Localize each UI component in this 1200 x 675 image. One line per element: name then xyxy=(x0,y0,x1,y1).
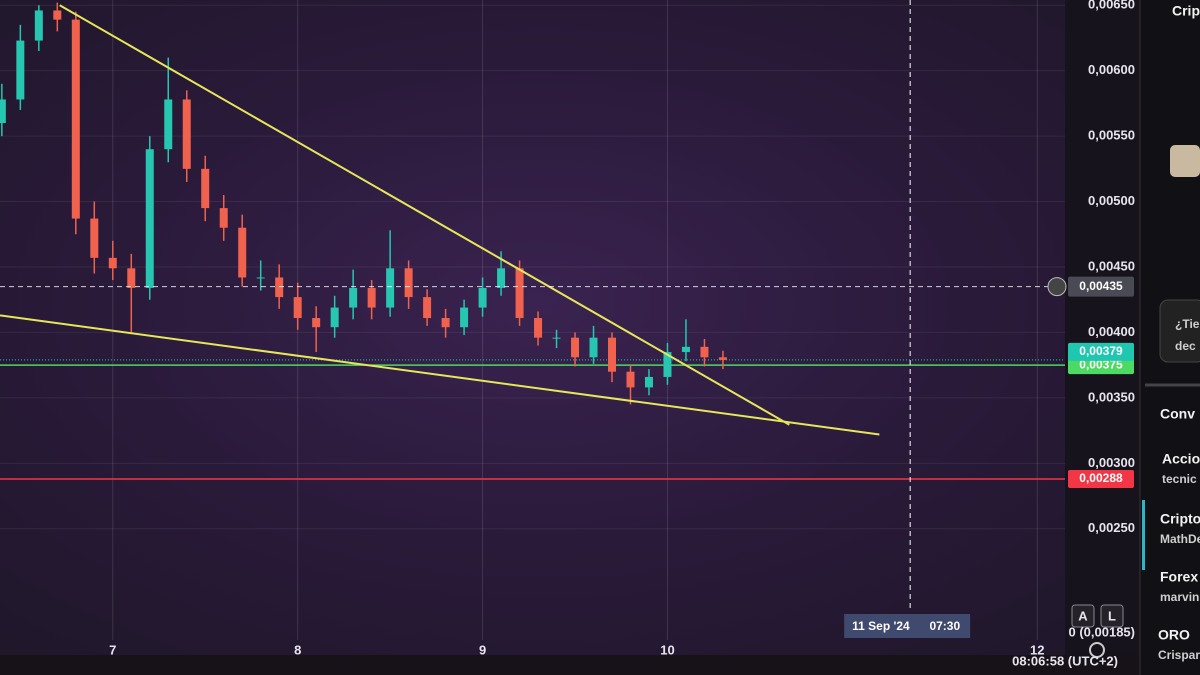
candle-body xyxy=(182,99,191,169)
item-title[interactable]: Forex xyxy=(1160,569,1198,585)
item-subtitle[interactable]: MathDe xyxy=(1160,532,1200,546)
clock: 08:06:58 (UTC+2) xyxy=(1012,653,1118,668)
item-subtitle[interactable]: tecnic xyxy=(1162,472,1197,486)
y-tick-label: 0,00650 xyxy=(1088,0,1135,12)
candle-body xyxy=(681,346,690,353)
settings-icon[interactable] xyxy=(1089,642,1105,658)
y-tick-label: 0,00350 xyxy=(1088,389,1135,404)
candle-body xyxy=(608,337,617,372)
trendline xyxy=(59,4,790,426)
candle-body xyxy=(515,268,524,319)
level-tag xyxy=(1068,470,1134,489)
message-line: ¿Tie xyxy=(1175,317,1200,331)
x-tick-label: 9 xyxy=(479,642,486,657)
message-line: dec xyxy=(1175,339,1196,353)
candle-body xyxy=(293,297,302,319)
x-tick-label: 8 xyxy=(294,642,301,657)
crosshair-price-label: 0,00435 xyxy=(1079,279,1123,293)
y-tick-label: 0,00250 xyxy=(1088,520,1135,535)
last-price-tag-label: 0,00379 xyxy=(1079,344,1123,358)
axis-bottom-label: 0 (0,00185) xyxy=(1069,624,1136,639)
candle-body xyxy=(423,297,432,319)
candle-body xyxy=(552,337,561,339)
candle-body xyxy=(312,318,321,328)
y-tick-label: 0,00300 xyxy=(1088,455,1135,470)
crosshair-date-label: 11 Sep '24 xyxy=(852,619,910,633)
candle-body xyxy=(626,371,635,388)
last-price-tag xyxy=(1068,342,1134,361)
item-subtitle[interactable]: Crispar xyxy=(1158,648,1200,662)
candle-body xyxy=(219,208,228,228)
y-tick-label: 0,00600 xyxy=(1088,62,1135,77)
y-tick-label: 0,00500 xyxy=(1088,193,1135,208)
crosshair-price-tag xyxy=(1068,276,1134,297)
sidebar-header: Crip xyxy=(1172,3,1200,19)
x-tick-label: 10 xyxy=(660,642,674,657)
crosshair-time-tag xyxy=(844,614,971,638)
active-indicator xyxy=(1142,500,1145,570)
x-tick-label: 12 xyxy=(1030,642,1044,657)
plot xyxy=(0,0,1140,655)
candle-body xyxy=(460,307,469,328)
candle-body xyxy=(663,352,672,377)
candle-body xyxy=(164,99,173,150)
button-label[interactable]: A xyxy=(1078,608,1088,623)
item-subtitle[interactable]: marvin xyxy=(1160,590,1199,604)
candle-body xyxy=(534,318,543,338)
candle-body xyxy=(718,357,727,360)
status-bar xyxy=(0,655,1140,675)
candle-body xyxy=(34,10,43,41)
button-label[interactable]: L xyxy=(1108,608,1116,623)
price-axis xyxy=(1065,0,1140,655)
log-button[interactable] xyxy=(1100,604,1124,628)
candle-body xyxy=(644,376,653,388)
candle-body xyxy=(108,257,117,269)
candle-body xyxy=(16,40,25,100)
candle-body xyxy=(145,149,154,288)
candle-body xyxy=(386,268,395,308)
candle-body xyxy=(478,287,487,308)
candle-body xyxy=(90,218,99,258)
item-title[interactable]: ORO xyxy=(1158,627,1190,643)
candle-body xyxy=(238,227,247,278)
avatar xyxy=(1170,145,1200,177)
x-tick-label: 7 xyxy=(109,642,116,657)
item-title[interactable]: Accio xyxy=(1162,451,1200,467)
item-title[interactable]: Cripto xyxy=(1160,511,1200,527)
candle-body xyxy=(497,268,506,288)
candle-body xyxy=(53,10,62,20)
candle-body xyxy=(0,99,6,124)
trendline xyxy=(0,314,880,436)
add-alert-button[interactable] xyxy=(1047,277,1067,297)
candle-body xyxy=(571,337,580,358)
candle-body xyxy=(404,268,413,298)
level-tag-label: 0,00288 xyxy=(1079,471,1123,485)
section-title: Conv xyxy=(1160,406,1195,422)
candle-body xyxy=(71,19,80,219)
y-tick-label: 0,00400 xyxy=(1088,324,1135,339)
candle-body xyxy=(367,287,376,308)
candle-body xyxy=(127,268,136,288)
candle-body xyxy=(589,337,598,358)
candle-body xyxy=(275,277,284,298)
auto-button[interactable] xyxy=(1071,604,1095,628)
candle-body xyxy=(201,168,210,209)
candle-body xyxy=(330,307,339,328)
y-tick-label: 0,00550 xyxy=(1088,128,1135,143)
y-tick-label: 0,00450 xyxy=(1088,258,1135,273)
crosshair-clock-label: 07:30 xyxy=(929,619,960,633)
candle-body xyxy=(700,346,709,358)
message-bubble xyxy=(1159,299,1200,363)
candle-body xyxy=(441,318,450,328)
candle-body xyxy=(256,277,265,279)
candle-body xyxy=(349,287,358,308)
